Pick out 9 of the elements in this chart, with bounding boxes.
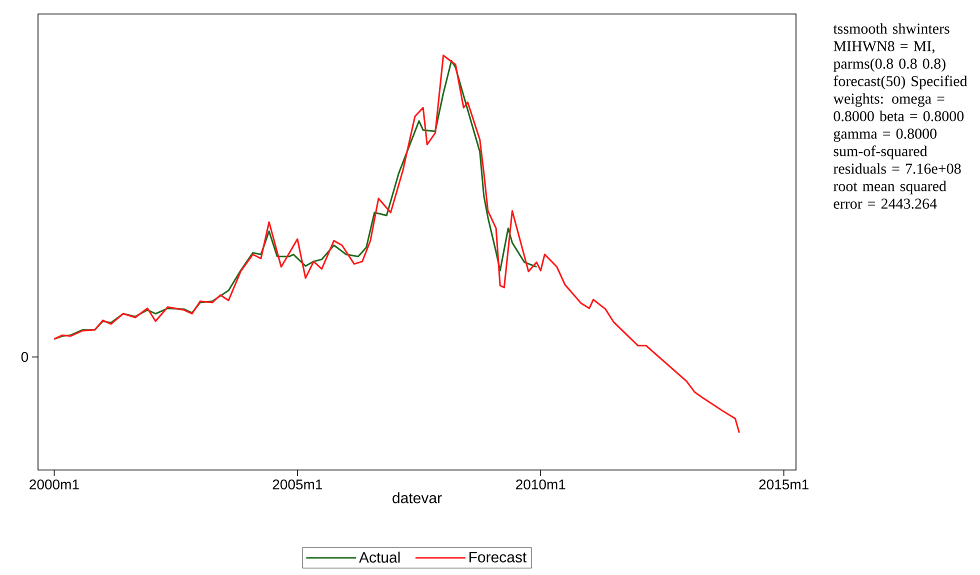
text: 0 bbox=[21, 352, 28, 362]
legend-label: Forecast bbox=[469, 552, 527, 562]
x-tick-label: 2005m1 bbox=[272, 480, 322, 490]
text: tssmooth shwinters MIHWN8 = MI, parms(0.8 0.8 0.8) forecast(50) Specified weights: omega = 0.8000 beta = 0.8000 gamma = 0.8000 sum-of-squared residuals = 7.16e+08 root mean squared error = 2443.264 bbox=[833, 23, 968, 209]
x-tick-label: 2000m1 bbox=[30, 480, 79, 490]
x-tick-label: 2010m1 bbox=[516, 480, 566, 490]
x-axis-title: datevar bbox=[392, 492, 442, 504]
x-tick-label: 2015m1 bbox=[759, 480, 808, 490]
legend-label: Actual bbox=[359, 552, 400, 563]
